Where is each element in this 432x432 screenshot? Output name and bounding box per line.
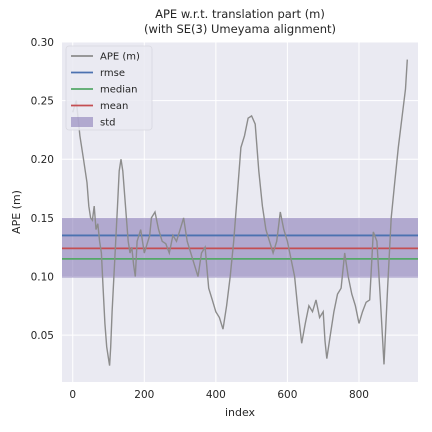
x-tick-label: 600 xyxy=(277,389,297,401)
chart-subtitle: (with SE(3) Umeyama alignment) xyxy=(144,22,336,36)
x-tick-labels: 0 200 400 600 800 xyxy=(69,389,369,401)
x-tick-label: 400 xyxy=(206,389,226,401)
ape-series-line xyxy=(72,59,408,366)
y-tick-label: 0.20 xyxy=(31,154,54,166)
legend-label: APE (m) xyxy=(100,52,140,63)
y-tick-label: 0.25 xyxy=(31,96,54,108)
legend-swatch-std xyxy=(71,117,93,127)
legend-label: median xyxy=(100,85,138,96)
x-tick-label: 0 xyxy=(69,389,76,401)
legend-label: std xyxy=(100,118,115,129)
x-tick-label: 200 xyxy=(134,389,154,401)
x-axis-label: index xyxy=(225,406,256,419)
y-axis-label: APE (m) xyxy=(10,190,23,234)
y-tick-label: 0.05 xyxy=(31,330,54,342)
legend-label: mean xyxy=(100,101,128,112)
x-tick-label: 800 xyxy=(349,389,369,401)
y-tick-labels: 0.05 0.10 0.15 0.20 0.25 0.30 xyxy=(31,37,54,342)
legend: APE (m) rmse median mean std xyxy=(65,45,153,131)
y-tick-label: 0.15 xyxy=(31,213,54,225)
y-tick-label: 0.30 xyxy=(31,37,54,49)
legend-label: rmse xyxy=(100,68,125,79)
stat-lines xyxy=(62,234,418,260)
legend-box xyxy=(65,45,153,131)
y-tick-label: 0.10 xyxy=(31,271,54,283)
chart-title: APE w.r.t. translation part (m) xyxy=(155,7,325,21)
